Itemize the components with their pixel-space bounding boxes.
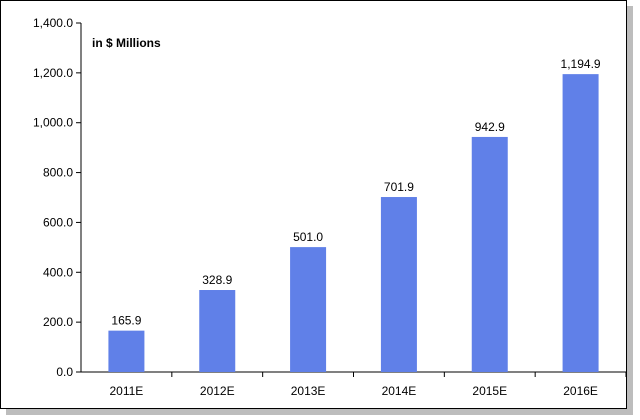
x-tick-label: 2014E [382, 384, 417, 398]
y-tick-label: 200.0 [43, 315, 73, 329]
bar [380, 197, 417, 372]
y-tick-label: 400.0 [43, 265, 73, 279]
data-label: 942.9 [475, 120, 505, 134]
unit-label: in $ Millions [92, 36, 161, 50]
bar [199, 290, 236, 372]
y-tick-label: 1,200.0 [33, 66, 73, 80]
data-label: 165.9 [111, 314, 141, 328]
bar [471, 136, 508, 372]
y-tick-label: 800.0 [43, 166, 73, 180]
data-label: 501.0 [293, 230, 323, 244]
data-label: 1,194.9 [561, 57, 601, 71]
x-tick-label: 2015E [472, 384, 507, 398]
bar [562, 74, 599, 372]
y-tick-label: 1,000.0 [33, 116, 73, 130]
data-label: 328.9 [202, 273, 232, 287]
x-tick-label: 2016E [563, 384, 598, 398]
data-label: 701.9 [384, 180, 414, 194]
chart-marks: 0.0 200.0 400.0 600.0 800.0 1,000.0 1,200.0 1,4… [33, 16, 627, 398]
y-tick-label: 0.0 [56, 365, 73, 379]
bar [290, 247, 327, 372]
y-tick-label: 1,400.0 [33, 16, 73, 30]
bar [108, 330, 145, 372]
chart-frame: in $ Millions 0.0 200.0 400.0 600.0 800.0 1,0… [0, 0, 627, 409]
x-tick-label: 2013E [291, 384, 326, 398]
x-tick-label: 2011E [110, 384, 144, 398]
y-tick-label: 600.0 [43, 215, 73, 229]
x-tick-label: 2012E [200, 384, 235, 398]
